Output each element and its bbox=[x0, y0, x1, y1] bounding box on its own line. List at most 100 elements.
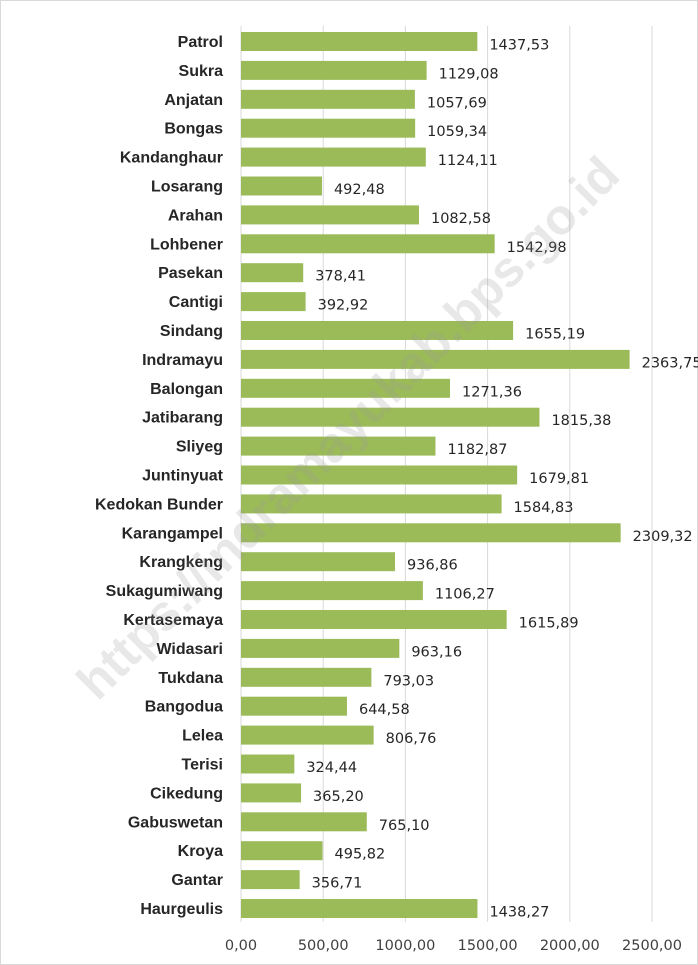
category-label: Lelea bbox=[182, 728, 223, 745]
value-label: 1679,81 bbox=[529, 471, 589, 487]
bar bbox=[241, 812, 367, 832]
category-label: Krangkeng bbox=[139, 554, 223, 571]
bar bbox=[241, 899, 478, 918]
category-labels: Patrol Sukra Anjatan Bongas Kandanghaur Losar… bbox=[95, 34, 224, 918]
value-label: 1584,83 bbox=[514, 500, 574, 516]
category-label: Sliyeg bbox=[176, 439, 223, 456]
bar bbox=[241, 349, 630, 369]
bar bbox=[241, 638, 400, 658]
bar bbox=[241, 581, 423, 601]
bar bbox=[241, 205, 419, 225]
value-label: 793,03 bbox=[383, 673, 434, 689]
value-label: 1438,27 bbox=[489, 905, 549, 921]
value-label: 2309,32 bbox=[633, 529, 693, 545]
bar bbox=[241, 378, 451, 398]
value-label: 1271,36 bbox=[462, 384, 522, 400]
category-label: Gantar bbox=[171, 872, 223, 889]
bar bbox=[241, 465, 518, 485]
value-label: 1057,69 bbox=[427, 95, 487, 111]
bar bbox=[241, 407, 540, 427]
bar bbox=[241, 118, 416, 138]
bar bbox=[241, 523, 621, 543]
category-label: Cikedung bbox=[150, 785, 223, 802]
bar bbox=[241, 552, 396, 572]
category-label: Terisi bbox=[182, 757, 224, 774]
category-label: Kedokan Bunder bbox=[95, 496, 223, 513]
bar bbox=[241, 292, 306, 312]
bar bbox=[241, 725, 374, 745]
value-label: 495,82 bbox=[335, 847, 386, 863]
bar bbox=[241, 610, 507, 629]
bar bbox=[241, 263, 304, 283]
category-label: Widasari bbox=[156, 641, 223, 658]
category-label: Kertasemaya bbox=[123, 612, 223, 629]
category-label: Karangampel bbox=[122, 525, 223, 542]
bar bbox=[241, 321, 514, 340]
category-label: Pasekan bbox=[158, 265, 223, 282]
bar bbox=[241, 754, 295, 774]
bar bbox=[241, 667, 372, 687]
category-label: Kroya bbox=[178, 843, 223, 860]
x-tick-label: 1000,00 bbox=[375, 938, 435, 954]
value-label: 1542,98 bbox=[507, 240, 567, 256]
category-label: Arahan bbox=[168, 207, 223, 224]
x-tick-label: 500,00 bbox=[298, 938, 349, 954]
value-label: 2363,75 bbox=[642, 355, 698, 371]
bar bbox=[241, 147, 426, 167]
category-label: Haurgeulis bbox=[140, 901, 223, 918]
x-tick-label: 2000,00 bbox=[540, 938, 600, 954]
category-label: Kandanghaur bbox=[120, 150, 223, 167]
bar bbox=[241, 841, 323, 861]
value-label: 1182,87 bbox=[447, 442, 507, 458]
value-label: 356,71 bbox=[312, 876, 363, 892]
bar bbox=[241, 696, 347, 716]
value-label: 392,92 bbox=[318, 298, 369, 314]
value-label: 1815,38 bbox=[551, 413, 611, 429]
category-label: Jatibarang bbox=[142, 410, 223, 427]
category-label: Indramayu bbox=[142, 352, 223, 369]
category-label: Gabuswetan bbox=[128, 814, 223, 831]
value-label: 378,41 bbox=[315, 269, 366, 285]
value-label: 1437,53 bbox=[489, 38, 549, 54]
category-label: Juntinyuat bbox=[142, 468, 224, 485]
value-label: 765,10 bbox=[379, 818, 430, 834]
category-label: Sindang bbox=[160, 323, 223, 340]
value-label: 1615,89 bbox=[519, 616, 579, 632]
bar bbox=[241, 234, 495, 254]
bar bbox=[241, 60, 427, 80]
value-label: 1655,19 bbox=[525, 327, 585, 343]
value-label: 936,86 bbox=[407, 558, 458, 574]
value-label: 1059,34 bbox=[427, 124, 487, 140]
value-label: 1124,11 bbox=[438, 153, 498, 169]
value-label: 1082,58 bbox=[431, 211, 491, 227]
x-axis-tick-labels: 0,00 500,00 1000,00 1500,00 2000,00 2500,00 bbox=[225, 938, 682, 954]
value-label: 1106,27 bbox=[435, 587, 495, 603]
category-label: Sukra bbox=[179, 63, 224, 80]
category-label: Sukagumiwang bbox=[106, 583, 223, 600]
value-label: 644,58 bbox=[359, 702, 410, 718]
bar bbox=[241, 494, 502, 514]
value-labels: 1437,53 1129,08 1057,69 1059,34 1124,11 492,4… bbox=[306, 38, 698, 921]
x-tick-label: 2500,00 bbox=[622, 938, 682, 954]
value-label: 365,20 bbox=[313, 789, 364, 805]
x-tick-label: 0,00 bbox=[225, 938, 257, 954]
bar bbox=[241, 783, 302, 803]
category-label: Bangodua bbox=[145, 699, 223, 716]
x-tick-label: 1500,00 bbox=[458, 938, 518, 954]
category-label: Losarang bbox=[151, 179, 223, 196]
bar bbox=[241, 89, 415, 109]
bar bbox=[241, 870, 300, 890]
category-label: Cantigi bbox=[169, 294, 223, 311]
bar bbox=[241, 436, 436, 456]
bar bbox=[241, 32, 478, 51]
category-label: Anjatan bbox=[164, 92, 223, 109]
category-label: Tukdana bbox=[158, 670, 223, 687]
value-label: 806,76 bbox=[386, 731, 437, 747]
value-label: 324,44 bbox=[306, 760, 357, 776]
value-label: 963,16 bbox=[411, 644, 462, 660]
category-label: Patrol bbox=[178, 34, 223, 51]
value-label: 1129,08 bbox=[439, 66, 499, 82]
category-label: Lohbener bbox=[150, 236, 223, 253]
bar bbox=[241, 176, 322, 196]
